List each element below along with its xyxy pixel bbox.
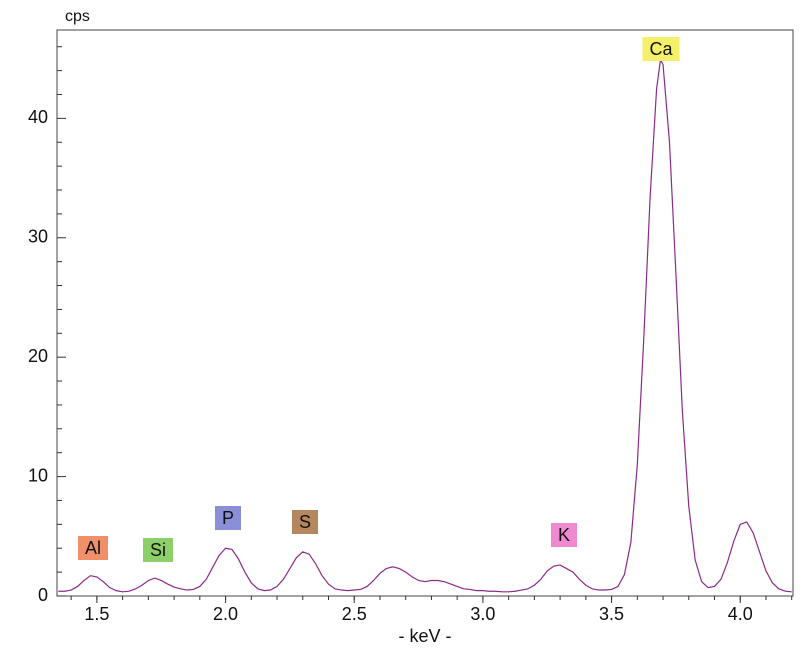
element-label-box: [214, 506, 242, 530]
element-label-box: [291, 510, 319, 534]
element-label: S: [291, 510, 319, 534]
element-label-box: [642, 37, 680, 61]
element-label: K: [550, 523, 578, 547]
element-label-text: Si: [150, 540, 166, 560]
y-tick-label: 0: [38, 585, 48, 605]
y-tick-label: 30: [28, 227, 48, 247]
y-axis-label: cps: [65, 8, 90, 25]
element-label-box: [142, 538, 174, 562]
element-label: P: [214, 506, 242, 530]
element-label: Al: [77, 536, 109, 560]
element-label-text: P: [222, 508, 234, 528]
x-tick-label: 1.5: [84, 604, 109, 624]
element-label-text: K: [558, 525, 570, 545]
element-label: Si: [142, 538, 174, 562]
element-label-text: Ca: [649, 39, 673, 59]
element-label-text: S: [299, 512, 311, 532]
x-tick-label: 3.5: [599, 604, 624, 624]
x-tick-label: 2.0: [213, 604, 238, 624]
x-axis-label: - keV -: [398, 626, 451, 646]
x-tick-label: 4.0: [728, 604, 753, 624]
spectrum-line: [58, 57, 792, 593]
y-tick-label: 10: [28, 465, 48, 485]
y-tick-label: 40: [28, 107, 48, 127]
x-tick-label: 3.0: [470, 604, 495, 624]
element-label-text: Al: [85, 538, 101, 558]
y-tick-label: 20: [28, 346, 48, 366]
element-label: Ca: [642, 37, 680, 61]
x-tick-label: 2.5: [342, 604, 367, 624]
plot-frame: [56, 29, 794, 597]
element-label-box: [77, 536, 109, 560]
element-label-box: [550, 523, 578, 547]
